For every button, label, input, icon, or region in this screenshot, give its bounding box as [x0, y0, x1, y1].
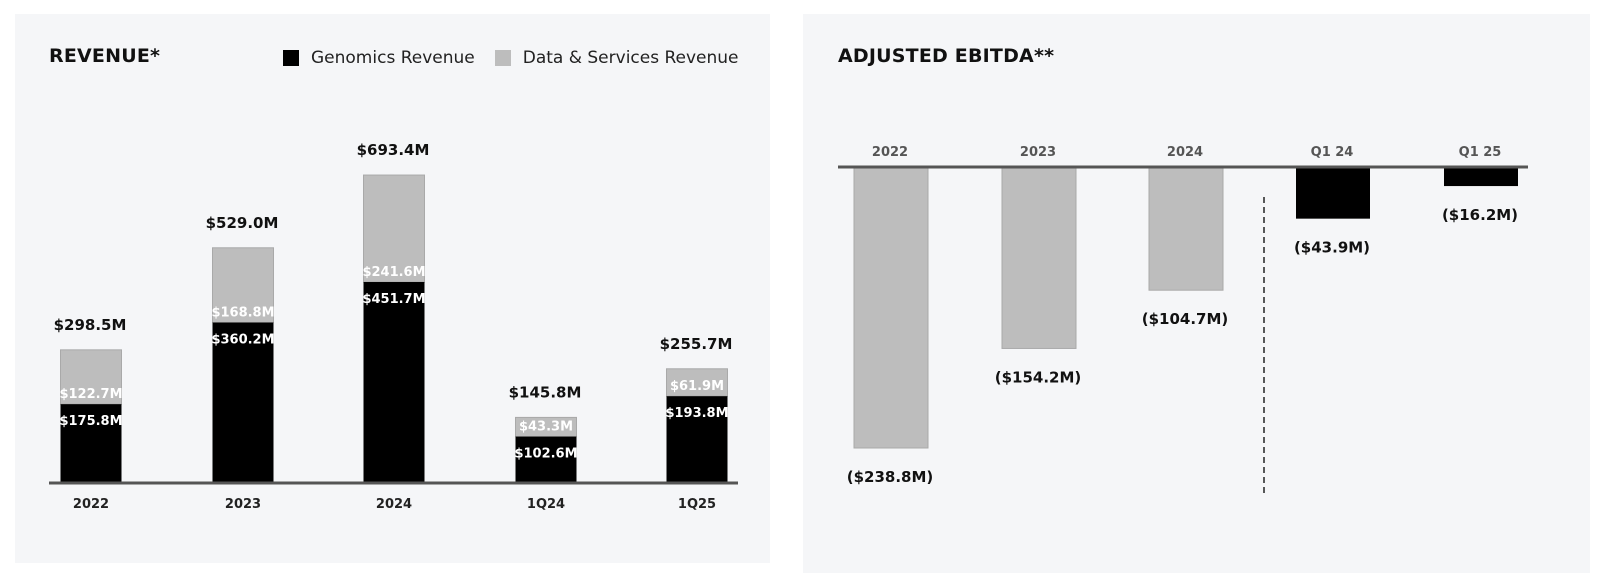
revenue-bar-genomics — [60, 404, 122, 482]
legend-swatch-data-services — [494, 50, 511, 66]
legend-item-data-services: Data & Services Revenue — [494, 48, 739, 68]
ebitda-panel: ADJUSTED EBITDA** — [803, 14, 1590, 573]
legend-label-data-services: Data & Services Revenue — [522, 48, 739, 68]
ebitda-bar — [1296, 167, 1370, 219]
ebitda-title: ADJUSTED EBITDA** — [838, 45, 1055, 67]
revenue-x-tick-label: 1Q24 — [527, 497, 565, 512]
ebitda-x-tick-label: 2024 — [1167, 145, 1203, 160]
revenue-label-genomics: $102.6M — [514, 447, 577, 462]
revenue-x-tick-label: 2023 — [225, 497, 261, 512]
ebitda-bar — [1444, 167, 1518, 187]
revenue-total-label: $255.7M — [660, 335, 733, 353]
revenue-bar-data-services — [363, 174, 425, 283]
revenue-bar-genomics — [363, 282, 425, 482]
ebitda-x-tick-label: Q1 24 — [1311, 145, 1354, 160]
revenue-total-label: $145.8M — [509, 383, 582, 401]
ebitda-value-label: ($154.2M) — [995, 368, 1082, 386]
revenue-title: REVENUE* — [49, 45, 161, 67]
ebitda-x-tick-label: 2022 — [872, 145, 908, 160]
revenue-bar-data-services — [212, 247, 274, 324]
legend-label-genomics: Genomics Revenue — [311, 48, 475, 68]
revenue-x-tick-label: 2024 — [376, 497, 412, 512]
revenue-x-tick-label: 1Q25 — [678, 497, 716, 512]
revenue-label-genomics: $193.8M — [665, 406, 728, 421]
revenue-x-tick-label: 2022 — [73, 497, 109, 512]
revenue-bar-genomics — [666, 396, 728, 482]
ebitda-value-label: ($16.2M) — [1442, 206, 1518, 224]
legend-item-genomics: Genomics Revenue — [283, 48, 475, 68]
ebitda-value-label: ($238.8M) — [847, 468, 934, 486]
revenue-label-data-services: $61.9M — [670, 379, 724, 394]
revenue-legend: Genomics Revenue Data & Services Revenue — [283, 48, 759, 68]
revenue-total-label: $693.4M — [357, 141, 430, 159]
ebitda-bar — [1001, 166, 1077, 349]
legend-swatch-genomics — [283, 50, 299, 66]
revenue-bar-genomics — [212, 322, 274, 482]
revenue-label-genomics: $451.7M — [362, 292, 425, 307]
revenue-label-data-services: $43.3M — [519, 420, 573, 435]
revenue-label-genomics: $175.8M — [59, 414, 122, 429]
ebitda-value-label: ($43.9M) — [1294, 239, 1370, 257]
revenue-label-data-services: $122.7M — [59, 387, 122, 402]
revenue-label-data-services: $168.8M — [211, 306, 274, 321]
ebitda-x-tick-label: Q1 25 — [1459, 145, 1502, 160]
revenue-bar-genomics — [515, 436, 577, 482]
ebitda-bar — [853, 166, 929, 449]
revenue-label-genomics: $360.2M — [211, 333, 274, 348]
ebitda-x-tick-label: 2023 — [1020, 145, 1056, 160]
ebitda-bar — [1148, 166, 1224, 291]
revenue-label-data-services: $241.6M — [362, 265, 425, 280]
ebitda-value-label: ($104.7M) — [1142, 310, 1229, 328]
revenue-total-label: $529.0M — [206, 214, 279, 232]
revenue-total-label: $298.5M — [54, 316, 127, 334]
